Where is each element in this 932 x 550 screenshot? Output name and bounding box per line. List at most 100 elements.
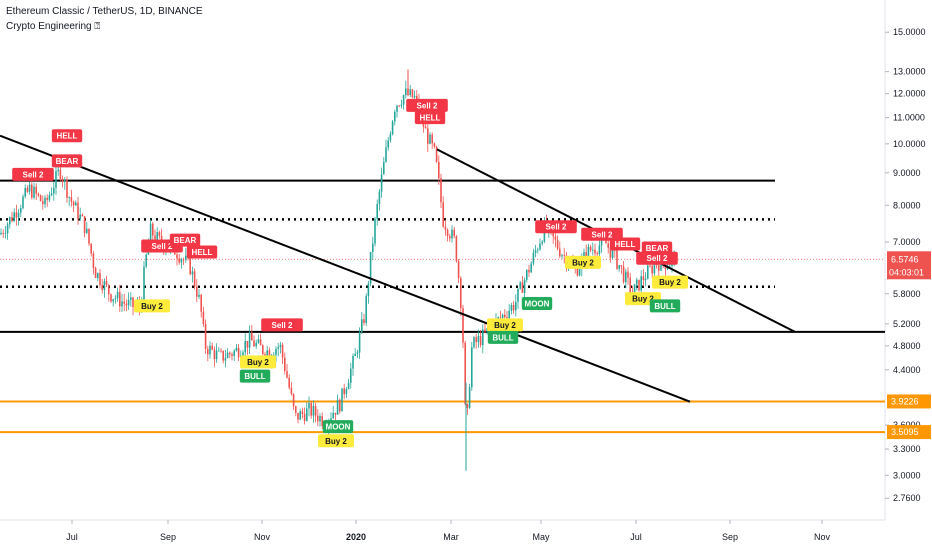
signal-tag-moon: BULL [239, 369, 271, 383]
y-tick-label: 10.0000 [893, 139, 926, 149]
candle-body [202, 311, 205, 325]
candle-body [13, 212, 15, 221]
last-price-value: 6.5746 [891, 254, 919, 264]
candle-body [497, 317, 499, 320]
candle-body [268, 350, 271, 357]
candle-body [594, 249, 596, 254]
candle-body [526, 269, 528, 280]
candle-body [284, 357, 286, 371]
signal-tag-box [609, 237, 641, 251]
signal-tag-box [322, 420, 354, 434]
candle-body [66, 179, 68, 198]
signal-tag-box [51, 154, 83, 168]
candle-body [332, 412, 334, 419]
candle-body [108, 284, 110, 295]
candle-body [178, 258, 180, 263]
candle-body [554, 236, 557, 240]
candle-body [279, 344, 282, 348]
candle-body [196, 286, 198, 297]
candle-body [257, 339, 260, 343]
y-tick-label: 11.0000 [893, 113, 925, 123]
candle-body [299, 411, 301, 420]
candle-body [376, 204, 378, 219]
candle-body [446, 229, 449, 237]
candle-body [394, 111, 396, 122]
candle-body [563, 255, 565, 257]
signal-tag-box [51, 129, 83, 143]
candle-body [218, 350, 220, 352]
candle-body [182, 259, 185, 261]
signal-tag-label: Buy 2 [141, 302, 163, 311]
candle-body [72, 201, 75, 206]
candle-body [308, 403, 310, 409]
candle-body [204, 324, 207, 350]
candle-body [42, 201, 44, 205]
signal-tag-box [240, 355, 276, 369]
y-tick-label: 15.0000 [893, 27, 926, 37]
candle-body [658, 265, 660, 271]
signal-tag-label: BULL [244, 372, 265, 381]
candle-body [68, 197, 70, 198]
candle-body [642, 276, 645, 281]
x-tick-label: May [532, 532, 550, 542]
candle-body [653, 264, 656, 274]
candle-body [521, 282, 524, 293]
candle-body [319, 416, 321, 422]
candle-body [402, 95, 405, 105]
x-tick-label: Jul [66, 532, 78, 542]
candle-body [152, 223, 154, 236]
candle-body [484, 329, 486, 332]
signal-tag-box [636, 251, 678, 265]
candle-body [231, 354, 233, 357]
candle-body [314, 406, 317, 416]
candle-body [451, 229, 453, 239]
candle-body [374, 218, 376, 244]
signal-tag-label: BULL [654, 302, 675, 311]
candle-body [125, 303, 128, 306]
signal-tag-label: Sell 2 [592, 230, 613, 239]
candle-body [627, 271, 629, 278]
candle-body [86, 228, 88, 233]
candle-body [215, 350, 218, 360]
candle-body [400, 104, 403, 106]
x-tick-label: Sep [722, 532, 738, 542]
candle-body [213, 349, 216, 360]
candle-body [405, 88, 407, 96]
signal-tag-label: HELL [615, 240, 636, 249]
candle-body [387, 140, 389, 148]
candle-body [460, 278, 462, 309]
signal-tag-box [12, 167, 54, 181]
candle-body [237, 347, 240, 358]
signal-tag-label: HELL [192, 248, 213, 257]
signal-tag-label: HELL [420, 114, 441, 123]
signal-tag-label: BULL [492, 333, 513, 342]
signal-tag-label: MOON [525, 299, 550, 308]
signal-tag-label: Sell 2 [647, 254, 668, 263]
signal-tag-label: BEAR [646, 244, 669, 253]
candle-body [290, 387, 293, 394]
candle-body [20, 208, 22, 213]
candle-body [413, 95, 416, 98]
candle-body [70, 197, 73, 202]
candle-body [396, 105, 398, 112]
candle-body [383, 161, 385, 175]
candle-body [477, 335, 480, 343]
candle-body [207, 349, 209, 355]
candle-body [321, 416, 323, 427]
candle-body [64, 179, 66, 182]
candle-body [224, 357, 227, 361]
candle-body [281, 344, 284, 358]
candle-body [209, 345, 211, 355]
candle-body [90, 243, 92, 254]
candle-body [105, 281, 108, 285]
candle-body [424, 126, 427, 129]
signal-tag-label: Sell 2 [417, 101, 438, 110]
candle-body [77, 202, 79, 219]
candle-body [123, 301, 125, 304]
candle-body [44, 197, 46, 205]
candle-body [501, 314, 504, 319]
candle-body [266, 350, 268, 360]
candle-body [534, 250, 537, 253]
y-tick-label: 5.2000 [893, 319, 921, 329]
